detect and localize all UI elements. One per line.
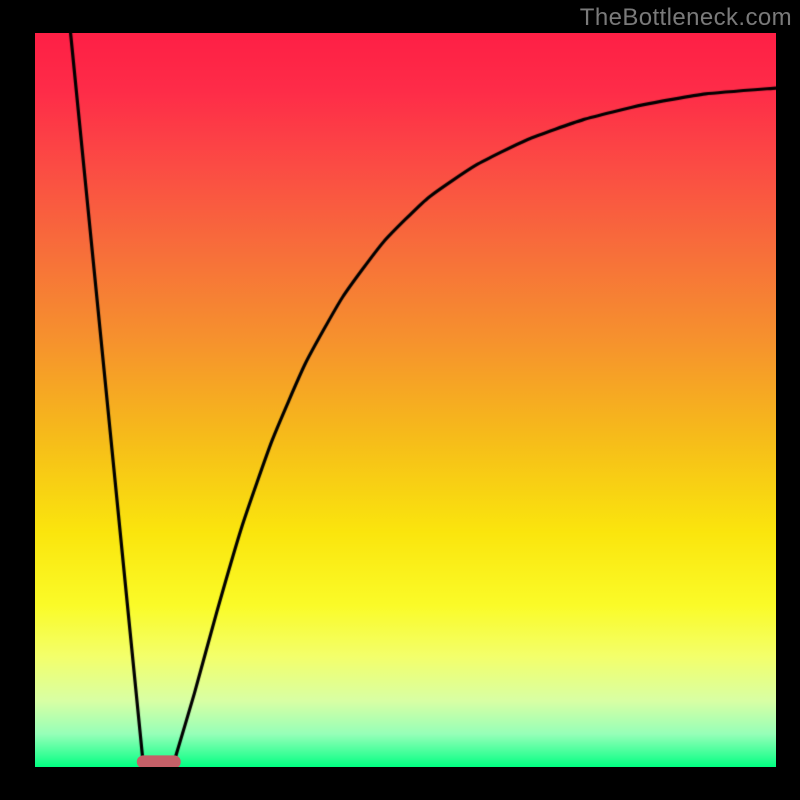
watermark-text: TheBottleneck.com — [580, 4, 792, 32]
optimal-zone-marker — [137, 755, 181, 767]
bottleneck-v-curve — [35, 33, 776, 767]
outer-frame: TheBottleneck.com — [0, 0, 800, 800]
plot-area — [35, 33, 776, 767]
